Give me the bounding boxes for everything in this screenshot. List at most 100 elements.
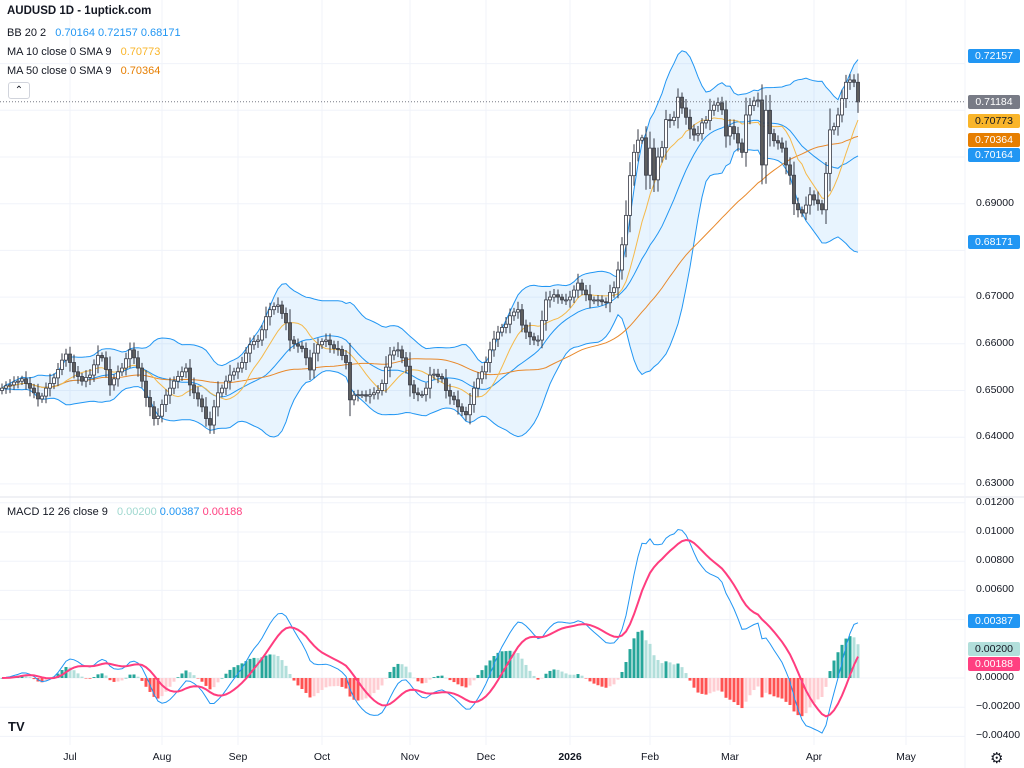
candle-body (612, 287, 616, 293)
candle-body (780, 142, 784, 149)
ma10-legend[interactable]: MA 10 close 0 SMA 9 0.70773 (7, 46, 160, 58)
candle-body (800, 209, 804, 214)
candle-body (248, 344, 252, 354)
candle-body (852, 79, 856, 83)
macd-signal-value: 0.00188 (202, 506, 243, 518)
candle-body (112, 378, 116, 386)
candle (800, 206, 804, 218)
candle-body (456, 399, 460, 408)
candle (40, 392, 44, 403)
candle (296, 338, 300, 353)
macd-histogram-bar (692, 678, 696, 688)
macd-histogram-bar (844, 638, 848, 678)
gear-icon[interactable]: ⚙ (990, 750, 1004, 767)
candle-body (312, 352, 316, 371)
macd-histogram-bar (644, 640, 648, 678)
candle-body (804, 204, 808, 214)
candle-body (740, 142, 744, 153)
candle (400, 345, 404, 364)
macd-tick-label: 0.01000 (976, 525, 1014, 537)
macd-histogram-bar (632, 638, 636, 678)
candle-body (308, 357, 312, 371)
candle (20, 375, 24, 386)
candle (260, 325, 264, 346)
candle (332, 340, 336, 354)
candle (292, 335, 296, 349)
macd-histogram-bar (832, 660, 836, 678)
candle-body (344, 355, 348, 363)
macd-histogram-bar (816, 678, 820, 700)
candle (48, 373, 52, 397)
macd-histogram-bar (828, 671, 832, 678)
candle-body (748, 105, 752, 116)
candle-body (476, 378, 480, 389)
candle-body (148, 397, 152, 408)
macd-histogram-bar (84, 678, 88, 679)
macd-histogram-bar (556, 669, 560, 678)
candle-body (568, 296, 572, 301)
candle-body (180, 371, 184, 377)
candle-body (144, 380, 148, 398)
price-axis-badge: 0.70773 (968, 113, 1020, 128)
candle-body (708, 109, 712, 121)
candle-body (0, 387, 4, 391)
candle (52, 373, 56, 390)
bb-upper-value: 0.72157 (98, 27, 138, 39)
macd-histogram-bar (336, 678, 340, 687)
candle (56, 362, 60, 387)
collapse-legend-button[interactable]: ⌃ (8, 82, 30, 99)
candle (564, 293, 568, 306)
macd-histogram-bar (572, 674, 576, 678)
candle-body (704, 120, 708, 124)
candle (472, 381, 476, 413)
candle-body (352, 394, 356, 401)
macd-histogram-bar (564, 673, 568, 678)
candle-body (408, 365, 412, 386)
candle (436, 368, 440, 384)
candle-body (528, 331, 532, 338)
candle (280, 300, 284, 319)
candle (576, 273, 580, 298)
macd-histogram-bar (416, 678, 420, 682)
macd-histogram-bar (456, 678, 460, 685)
candle-body (600, 299, 604, 303)
candle-body (324, 339, 328, 342)
candle-body (316, 344, 320, 354)
candle (388, 346, 392, 378)
macd-histogram-bar (224, 673, 228, 678)
candle (148, 390, 152, 417)
candle (464, 406, 468, 421)
macd-histogram-bar (848, 636, 852, 678)
macd-histogram-bar (24, 675, 28, 678)
macd-histogram-bar (824, 678, 828, 687)
macd-legend[interactable]: MACD 12 26 close 9 0.00200 0.00387 0.001… (7, 506, 242, 518)
macd-histogram-bar (788, 678, 792, 706)
macd-histogram-bar (608, 678, 612, 687)
candle-body (372, 392, 376, 396)
tradingview-logo[interactable]: TV (8, 719, 25, 734)
candle-body (412, 384, 416, 394)
macd-histogram-bar (484, 665, 488, 678)
candle-body (212, 406, 216, 426)
candle-body (196, 392, 200, 400)
candle (96, 345, 100, 374)
candle-body (756, 99, 760, 102)
candle (408, 352, 412, 397)
macd-tick-label: 0.00800 (976, 554, 1014, 567)
macd-histogram-bar (592, 678, 596, 684)
bb-legend[interactable]: BB 20 2 0.70164 0.72157 0.68171 (7, 27, 181, 39)
candle-body (812, 194, 816, 201)
candle (512, 307, 516, 321)
ma50-legend[interactable]: MA 50 close 0 SMA 9 0.70364 (7, 65, 160, 77)
candle-body (48, 383, 52, 389)
candle (144, 370, 148, 407)
candle-body (36, 392, 40, 400)
macd-histogram-bar (164, 678, 168, 692)
macd-histogram-bar (180, 673, 184, 678)
candle-body (508, 315, 512, 325)
macd-histogram-bar (636, 631, 640, 678)
bollinger-upper-line (1, 50, 859, 389)
candle-body (392, 350, 396, 356)
candle (152, 401, 156, 426)
